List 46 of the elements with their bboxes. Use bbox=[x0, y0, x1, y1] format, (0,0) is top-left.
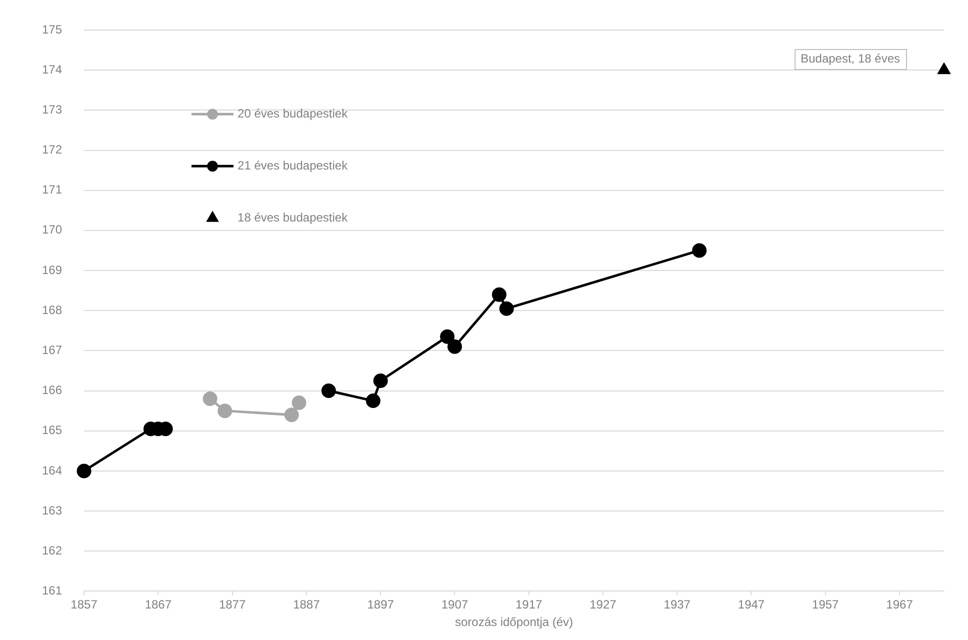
y-tick-label: 161 bbox=[42, 584, 62, 598]
legend-label: 18 éves budapestiek bbox=[238, 210, 349, 224]
y-tick-label: 167 bbox=[42, 343, 62, 357]
y-tick-label: 173 bbox=[42, 102, 62, 116]
point bbox=[292, 396, 306, 410]
point bbox=[447, 339, 462, 354]
point bbox=[937, 62, 951, 74]
point bbox=[373, 374, 388, 388]
x-tick-label: 1887 bbox=[293, 598, 320, 612]
y-tick-label: 171 bbox=[42, 182, 62, 197]
x-tick-label: 1937 bbox=[664, 598, 691, 612]
y-tick-label: 172 bbox=[42, 142, 62, 157]
y-tick-label: 169 bbox=[42, 262, 62, 277]
point bbox=[366, 394, 380, 408]
point bbox=[76, 464, 92, 478]
y-tick-label: 170 bbox=[42, 222, 62, 237]
y-tick-label: 163 bbox=[42, 503, 62, 518]
legend-label: 20 éves budapestiek bbox=[238, 106, 349, 120]
point bbox=[492, 287, 506, 302]
point bbox=[321, 384, 336, 398]
y-tick-label: 168 bbox=[42, 302, 62, 317]
legend-label: 21 éves budapestiek bbox=[238, 158, 349, 172]
point bbox=[202, 392, 218, 406]
y-tick-label: 164 bbox=[42, 463, 62, 478]
x-tick-label: 1967 bbox=[886, 598, 914, 612]
y-tick-label: 165 bbox=[42, 423, 62, 438]
y-tick-label: 175 bbox=[42, 22, 62, 36]
x-tick-label: 1947 bbox=[738, 598, 765, 612]
point bbox=[499, 301, 514, 316]
annotation: Budapest, 18 éves bbox=[800, 51, 900, 66]
x-axis-title: sorozás időpontja (év) bbox=[454, 615, 574, 630]
x-tick-label: 1907 bbox=[441, 598, 468, 612]
point bbox=[218, 404, 232, 418]
x-tick-label: 1897 bbox=[367, 598, 394, 612]
y-tick-label: 174 bbox=[42, 62, 62, 76]
point bbox=[440, 329, 455, 344]
point bbox=[692, 243, 707, 258]
y-tick-label: 162 bbox=[42, 543, 62, 558]
x-tick-label: 1917 bbox=[515, 598, 543, 612]
x-tick-label: 1877 bbox=[218, 598, 246, 612]
point bbox=[284, 408, 299, 422]
x-tick-label: 1957 bbox=[812, 598, 840, 612]
x-tick-label: 1867 bbox=[144, 598, 172, 612]
x-tick-label: 1927 bbox=[590, 598, 617, 612]
y-tick-label: 166 bbox=[42, 383, 62, 398]
x-tick-label: 1857 bbox=[70, 598, 98, 612]
